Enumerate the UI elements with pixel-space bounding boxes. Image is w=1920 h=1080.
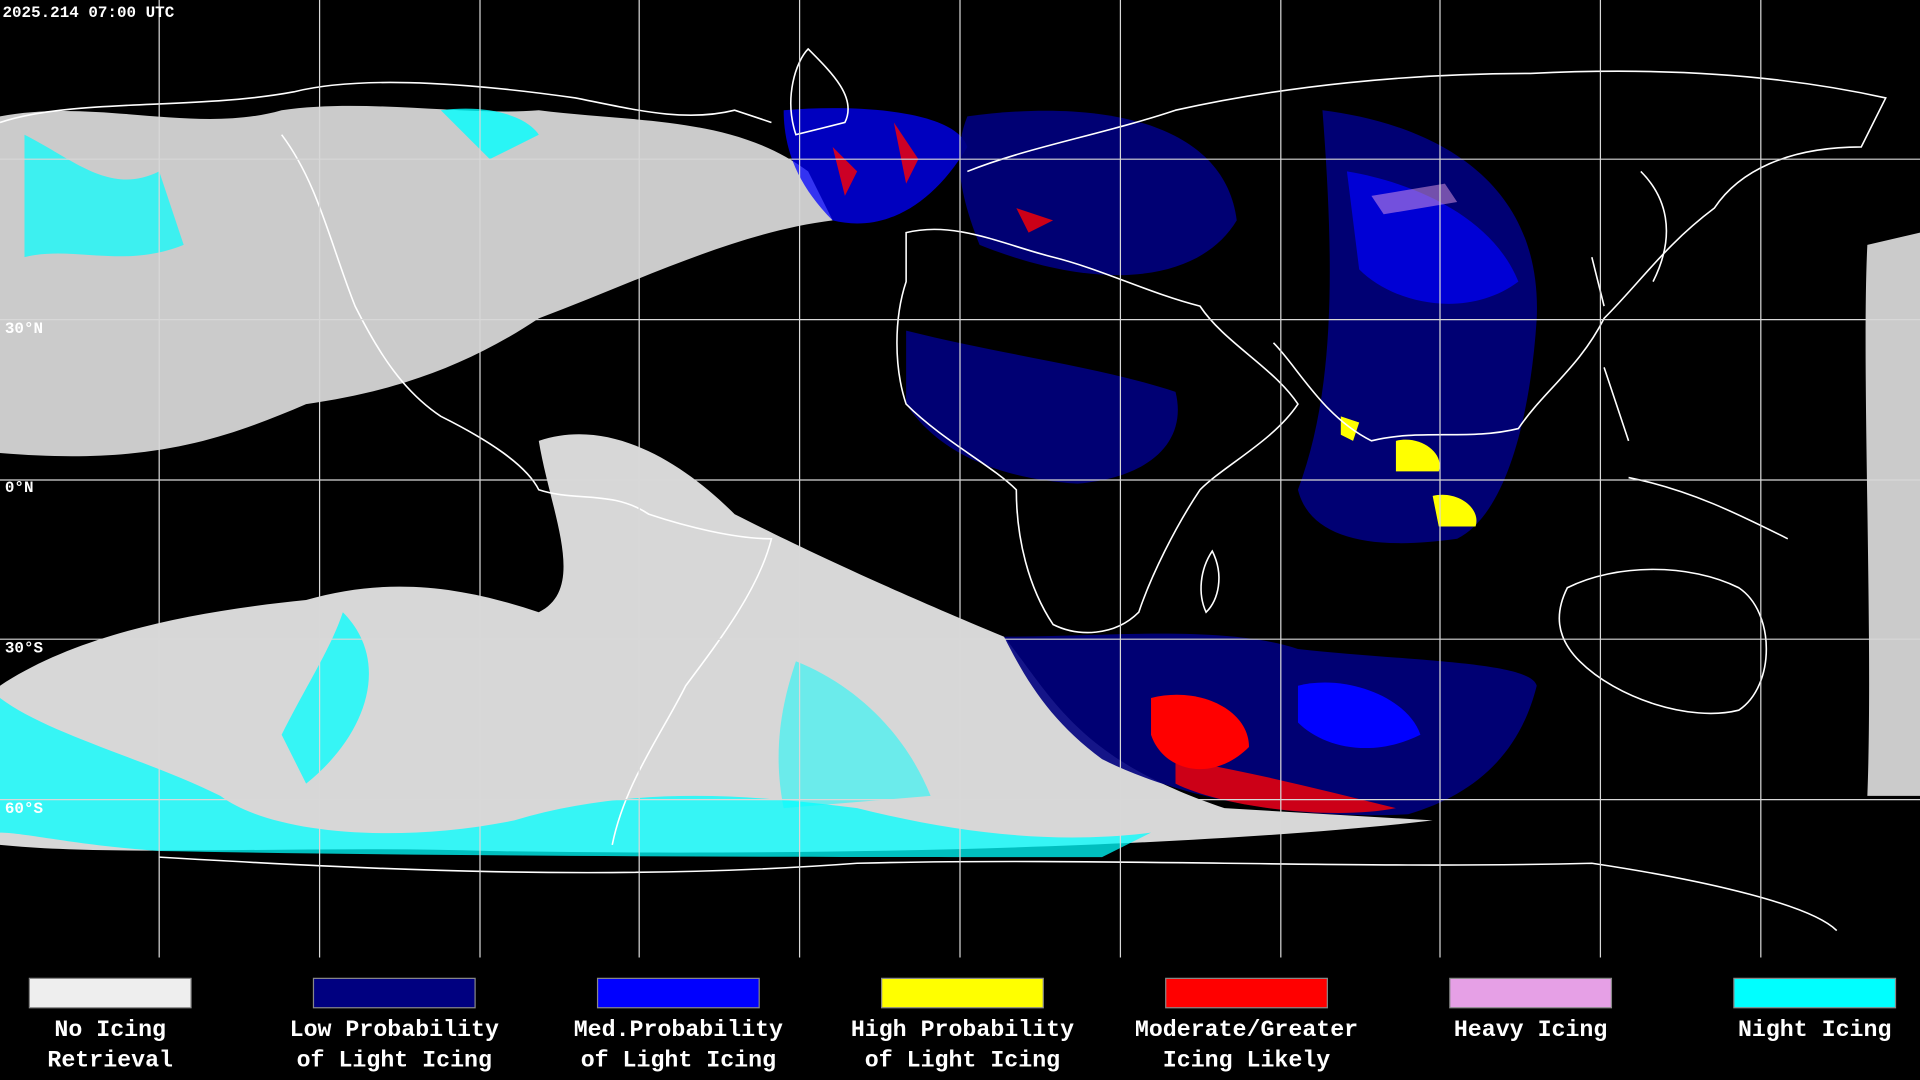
legend-label: Med.Probability [574,1017,783,1043]
graticule [0,0,1920,958]
legend-label: of Light Icing [297,1048,492,1074]
legend-swatch [1733,977,1897,1009]
legend-swatch [312,977,476,1009]
legend-swatch [881,977,1044,1009]
legend-swatch [1449,977,1613,1009]
legend-label: Low Probability [290,1017,499,1043]
legend-label: High Probability [851,1017,1074,1043]
legend-swatch [1165,977,1328,1009]
legend-label: of Light Icing [865,1048,1060,1074]
timestamp: 2025.214 07:00 UTC [2,4,174,22]
icing-layer [783,108,1537,816]
legend-swatch [596,977,760,1009]
legend-label: Heavy Icing [1454,1017,1607,1043]
legend-label: of Light Icing [581,1048,776,1074]
latitude-label: 30°N [5,320,43,338]
legend-label: Retrieval [47,1048,173,1074]
latitude-label: 60°S [5,800,44,818]
latitude-label: 0°N [5,479,34,497]
coastlines [0,47,1887,932]
latitude-label: 30°S [5,640,44,658]
legend-swatch [28,977,192,1009]
legend-label: No Icing [54,1017,166,1043]
legend-label: Icing Likely [1163,1048,1330,1074]
legend-label: Moderate/Greater [1135,1017,1358,1043]
legend-label: Night Icing [1738,1017,1891,1043]
